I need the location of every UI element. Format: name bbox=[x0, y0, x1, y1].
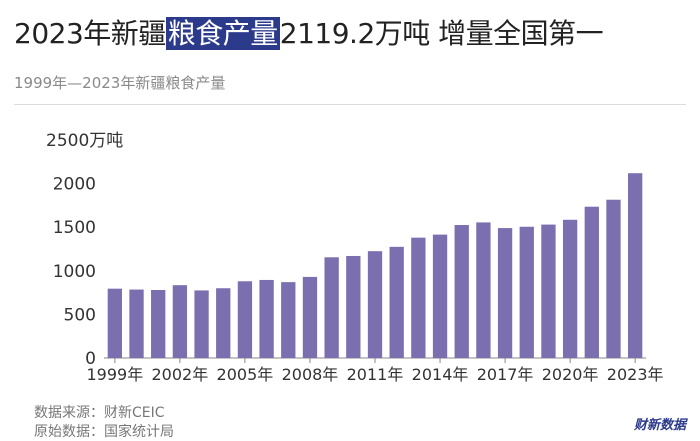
bar bbox=[281, 282, 296, 358]
bar bbox=[129, 289, 144, 358]
bar bbox=[107, 288, 122, 358]
x-tick-label: 2011年 bbox=[347, 365, 404, 384]
y-tick-label: 0 bbox=[85, 349, 96, 369]
bar bbox=[606, 199, 621, 358]
x-tick-label: 2002年 bbox=[152, 365, 209, 384]
bar bbox=[324, 257, 339, 358]
brand-logo: 财新数据 bbox=[633, 418, 686, 433]
bar bbox=[562, 219, 578, 358]
bar bbox=[411, 237, 426, 358]
original-source: 原始数据：国家统计局 bbox=[34, 424, 174, 440]
bar bbox=[259, 279, 274, 358]
bar bbox=[216, 288, 231, 358]
y-tick-label: 1000 bbox=[53, 262, 96, 282]
bar bbox=[346, 255, 361, 358]
y-tick-label: 1500 bbox=[53, 218, 96, 238]
bar bbox=[584, 206, 599, 358]
title-post: 2119.2万吨 增量全国第一 bbox=[279, 17, 604, 50]
bar bbox=[628, 173, 643, 358]
bar bbox=[389, 246, 404, 358]
bar bbox=[237, 281, 253, 358]
bar bbox=[367, 251, 383, 358]
bar bbox=[476, 222, 491, 358]
divider bbox=[14, 104, 686, 105]
x-tick-label: 2008年 bbox=[282, 365, 339, 384]
y-tick-label: 2500万吨 bbox=[46, 131, 123, 151]
x-tick-label: 2020年 bbox=[542, 365, 599, 384]
bar bbox=[497, 228, 513, 358]
y-tick-label: 500 bbox=[64, 305, 96, 325]
bar bbox=[172, 285, 188, 358]
bar bbox=[519, 226, 534, 358]
bar bbox=[302, 276, 318, 358]
title-highlight: 粮食产量 bbox=[165, 17, 280, 50]
bar bbox=[194, 290, 209, 358]
x-tick-label: 1999年 bbox=[86, 365, 143, 384]
chart-title: 2023年新疆粮食产量2119.2万吨 增量全国第一 bbox=[14, 12, 604, 52]
bar bbox=[541, 224, 556, 358]
bar bbox=[151, 289, 166, 358]
x-tick-label: 2014年 bbox=[412, 365, 469, 384]
bar bbox=[432, 234, 448, 358]
bar bbox=[454, 225, 469, 358]
chart-subtitle: 1999年—2023年新疆粮食产量 bbox=[14, 74, 226, 92]
x-tick-label: 2023年 bbox=[607, 365, 664, 384]
x-tick-label: 2017年 bbox=[477, 365, 534, 384]
y-tick-label: 2000 bbox=[53, 175, 96, 195]
x-tick-label: 2005年 bbox=[217, 365, 274, 384]
title-pre: 2023年新疆 bbox=[14, 17, 166, 50]
data-source: 数据来源：财新CEIC bbox=[34, 405, 165, 421]
